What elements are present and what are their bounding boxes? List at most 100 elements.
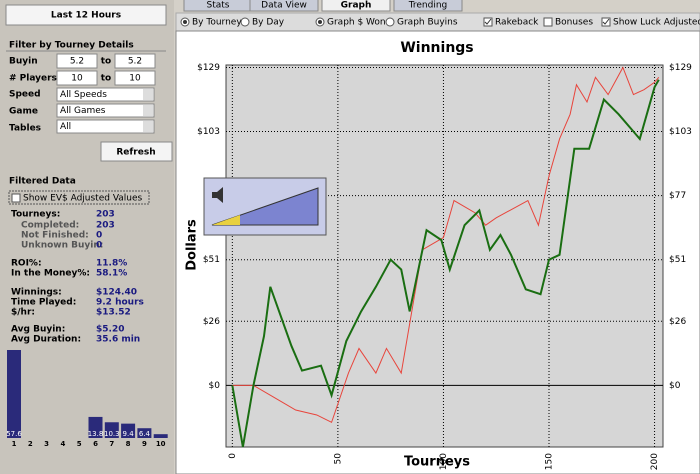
ev-checkbox[interactable] xyxy=(11,193,21,203)
y-tick-label: $0 xyxy=(209,381,221,391)
date-button[interactable] xyxy=(5,4,167,26)
to-label: to xyxy=(101,57,112,67)
volume-level xyxy=(212,215,240,225)
option-label: By Tourney xyxy=(192,18,242,28)
stat-value: $13.52 xyxy=(96,308,131,318)
y2-tick-label: $129 xyxy=(669,63,692,73)
chart-title: Winnings xyxy=(400,40,473,56)
speed-value: All Speeds xyxy=(60,90,107,100)
bar xyxy=(88,416,103,438)
x-tick-label: 100 xyxy=(439,453,449,470)
option-label: Show Luck Adjusted W xyxy=(613,18,700,28)
players-from[interactable] xyxy=(56,70,98,86)
y2-tick-label: $51 xyxy=(669,255,686,265)
y2-tick-label: $26 xyxy=(669,317,686,327)
stat-value: $5.20 xyxy=(96,325,124,335)
stat-label: Completed: xyxy=(21,221,79,231)
x-tick-label: 200 xyxy=(650,453,660,470)
x-tick-label: 10 xyxy=(156,440,166,448)
players-to[interactable] xyxy=(114,70,156,86)
game-label: Game xyxy=(9,107,38,117)
stat-label: Not Finished: xyxy=(21,231,89,241)
bar-value-label: 57.6 xyxy=(6,430,22,438)
bar-value-label: 10.3 xyxy=(104,430,120,438)
x-tick-label: 2 xyxy=(28,440,33,448)
ev-checkbox-label: Show EV$ Adjusted Values xyxy=(23,194,143,204)
x-tick-label: 3 xyxy=(44,440,49,448)
tab[interactable] xyxy=(393,0,463,12)
tab-label: Stats xyxy=(207,1,230,11)
x-tick-label: 5 xyxy=(77,440,82,448)
stat-value: 9.2 hours xyxy=(96,298,144,308)
game-select[interactable] xyxy=(56,103,155,118)
refresh-button[interactable] xyxy=(100,141,173,162)
check xyxy=(602,18,610,25)
tab[interactable] xyxy=(249,0,319,12)
option-label: By Day xyxy=(252,18,285,28)
to-label: to xyxy=(101,74,112,84)
buyin-to[interactable] xyxy=(114,53,156,69)
y2-tick-label: $0 xyxy=(669,381,681,391)
speed-label: Speed xyxy=(9,90,41,100)
stat-label: Winnings: xyxy=(11,288,62,298)
x-tick-label: 7 xyxy=(109,440,114,448)
stat-label: Time Played: xyxy=(11,298,76,308)
option-label: Graph Buyins xyxy=(397,18,458,28)
stats: Tourneys: 203 Completed: 203 Not Finished: 0U… xyxy=(11,210,144,345)
filter-heading: Filter by Tourney Details xyxy=(9,41,134,51)
tab-label: Graph xyxy=(341,1,372,11)
check xyxy=(484,18,492,25)
tables-value: All xyxy=(60,122,71,132)
stat-label: Avg Buyin: xyxy=(11,325,65,335)
bar xyxy=(137,428,152,438)
options: By Tourney By Day Graph $ Won Graph Buyins R… xyxy=(175,12,700,32)
buyin-from[interactable] xyxy=(56,53,98,69)
x-axis-label: Tourneys xyxy=(404,455,470,470)
bar-value-label: 9.4 xyxy=(123,430,135,438)
players-to-value: 10 xyxy=(129,74,141,84)
histogram: 57.6 1 2 3 4 5 13.8 6 10.3 7 9.4 8 6.4 9 10 xyxy=(6,350,168,448)
dropdown-arrow xyxy=(143,121,153,132)
bar xyxy=(153,434,168,438)
tables-label: Tables xyxy=(9,124,41,134)
stat-value: 35.6 min xyxy=(96,335,140,345)
speed-select[interactable] xyxy=(56,87,155,102)
checkbox[interactable] xyxy=(543,17,553,27)
x-tick-label: 4 xyxy=(60,440,65,448)
plot-area xyxy=(225,64,664,448)
bar xyxy=(121,423,136,438)
tabs: Stats Data View Graph Trending xyxy=(183,0,463,12)
stat-value: $124.40 xyxy=(96,288,137,298)
game-value: All Games xyxy=(60,106,106,116)
refresh-label: Refresh xyxy=(116,148,155,158)
speaker-icon xyxy=(212,187,223,203)
radio[interactable] xyxy=(385,17,395,27)
stat-value: 58.1% xyxy=(96,269,127,279)
volume-popup xyxy=(203,177,327,236)
radio-dot xyxy=(183,20,187,24)
dropdown-arrow xyxy=(143,89,153,100)
filtered-heading: Filtered Data xyxy=(9,177,76,187)
tab-label: Trending xyxy=(408,1,448,11)
date-button-label: Last 12 Hours xyxy=(51,11,121,21)
ev-checkbox-frame xyxy=(8,190,150,205)
x-tick-label: 9 xyxy=(142,440,147,448)
tab-label: Data View xyxy=(261,1,307,11)
radio[interactable] xyxy=(240,17,250,27)
x-tick-label: 1 xyxy=(12,440,17,448)
stat-value: 11.8% xyxy=(96,259,127,269)
y2-tick-label: $103 xyxy=(669,127,692,137)
tab[interactable] xyxy=(321,0,391,12)
x-tick-label: 150 xyxy=(545,453,555,470)
tables-select[interactable] xyxy=(56,119,155,134)
buyin-from-value: 5.2 xyxy=(70,57,84,67)
y-tick-label: $51 xyxy=(203,255,220,265)
radio-dot xyxy=(318,20,322,24)
bar xyxy=(104,422,119,438)
stat-value: 0 xyxy=(96,231,102,241)
selects: Speed All Speeds Game All Games Tables A… xyxy=(9,87,155,134)
y-axis-label: Dollars xyxy=(185,219,200,271)
y2-tick-label: $77 xyxy=(669,191,686,201)
stat-label: $/hr: xyxy=(11,308,35,318)
